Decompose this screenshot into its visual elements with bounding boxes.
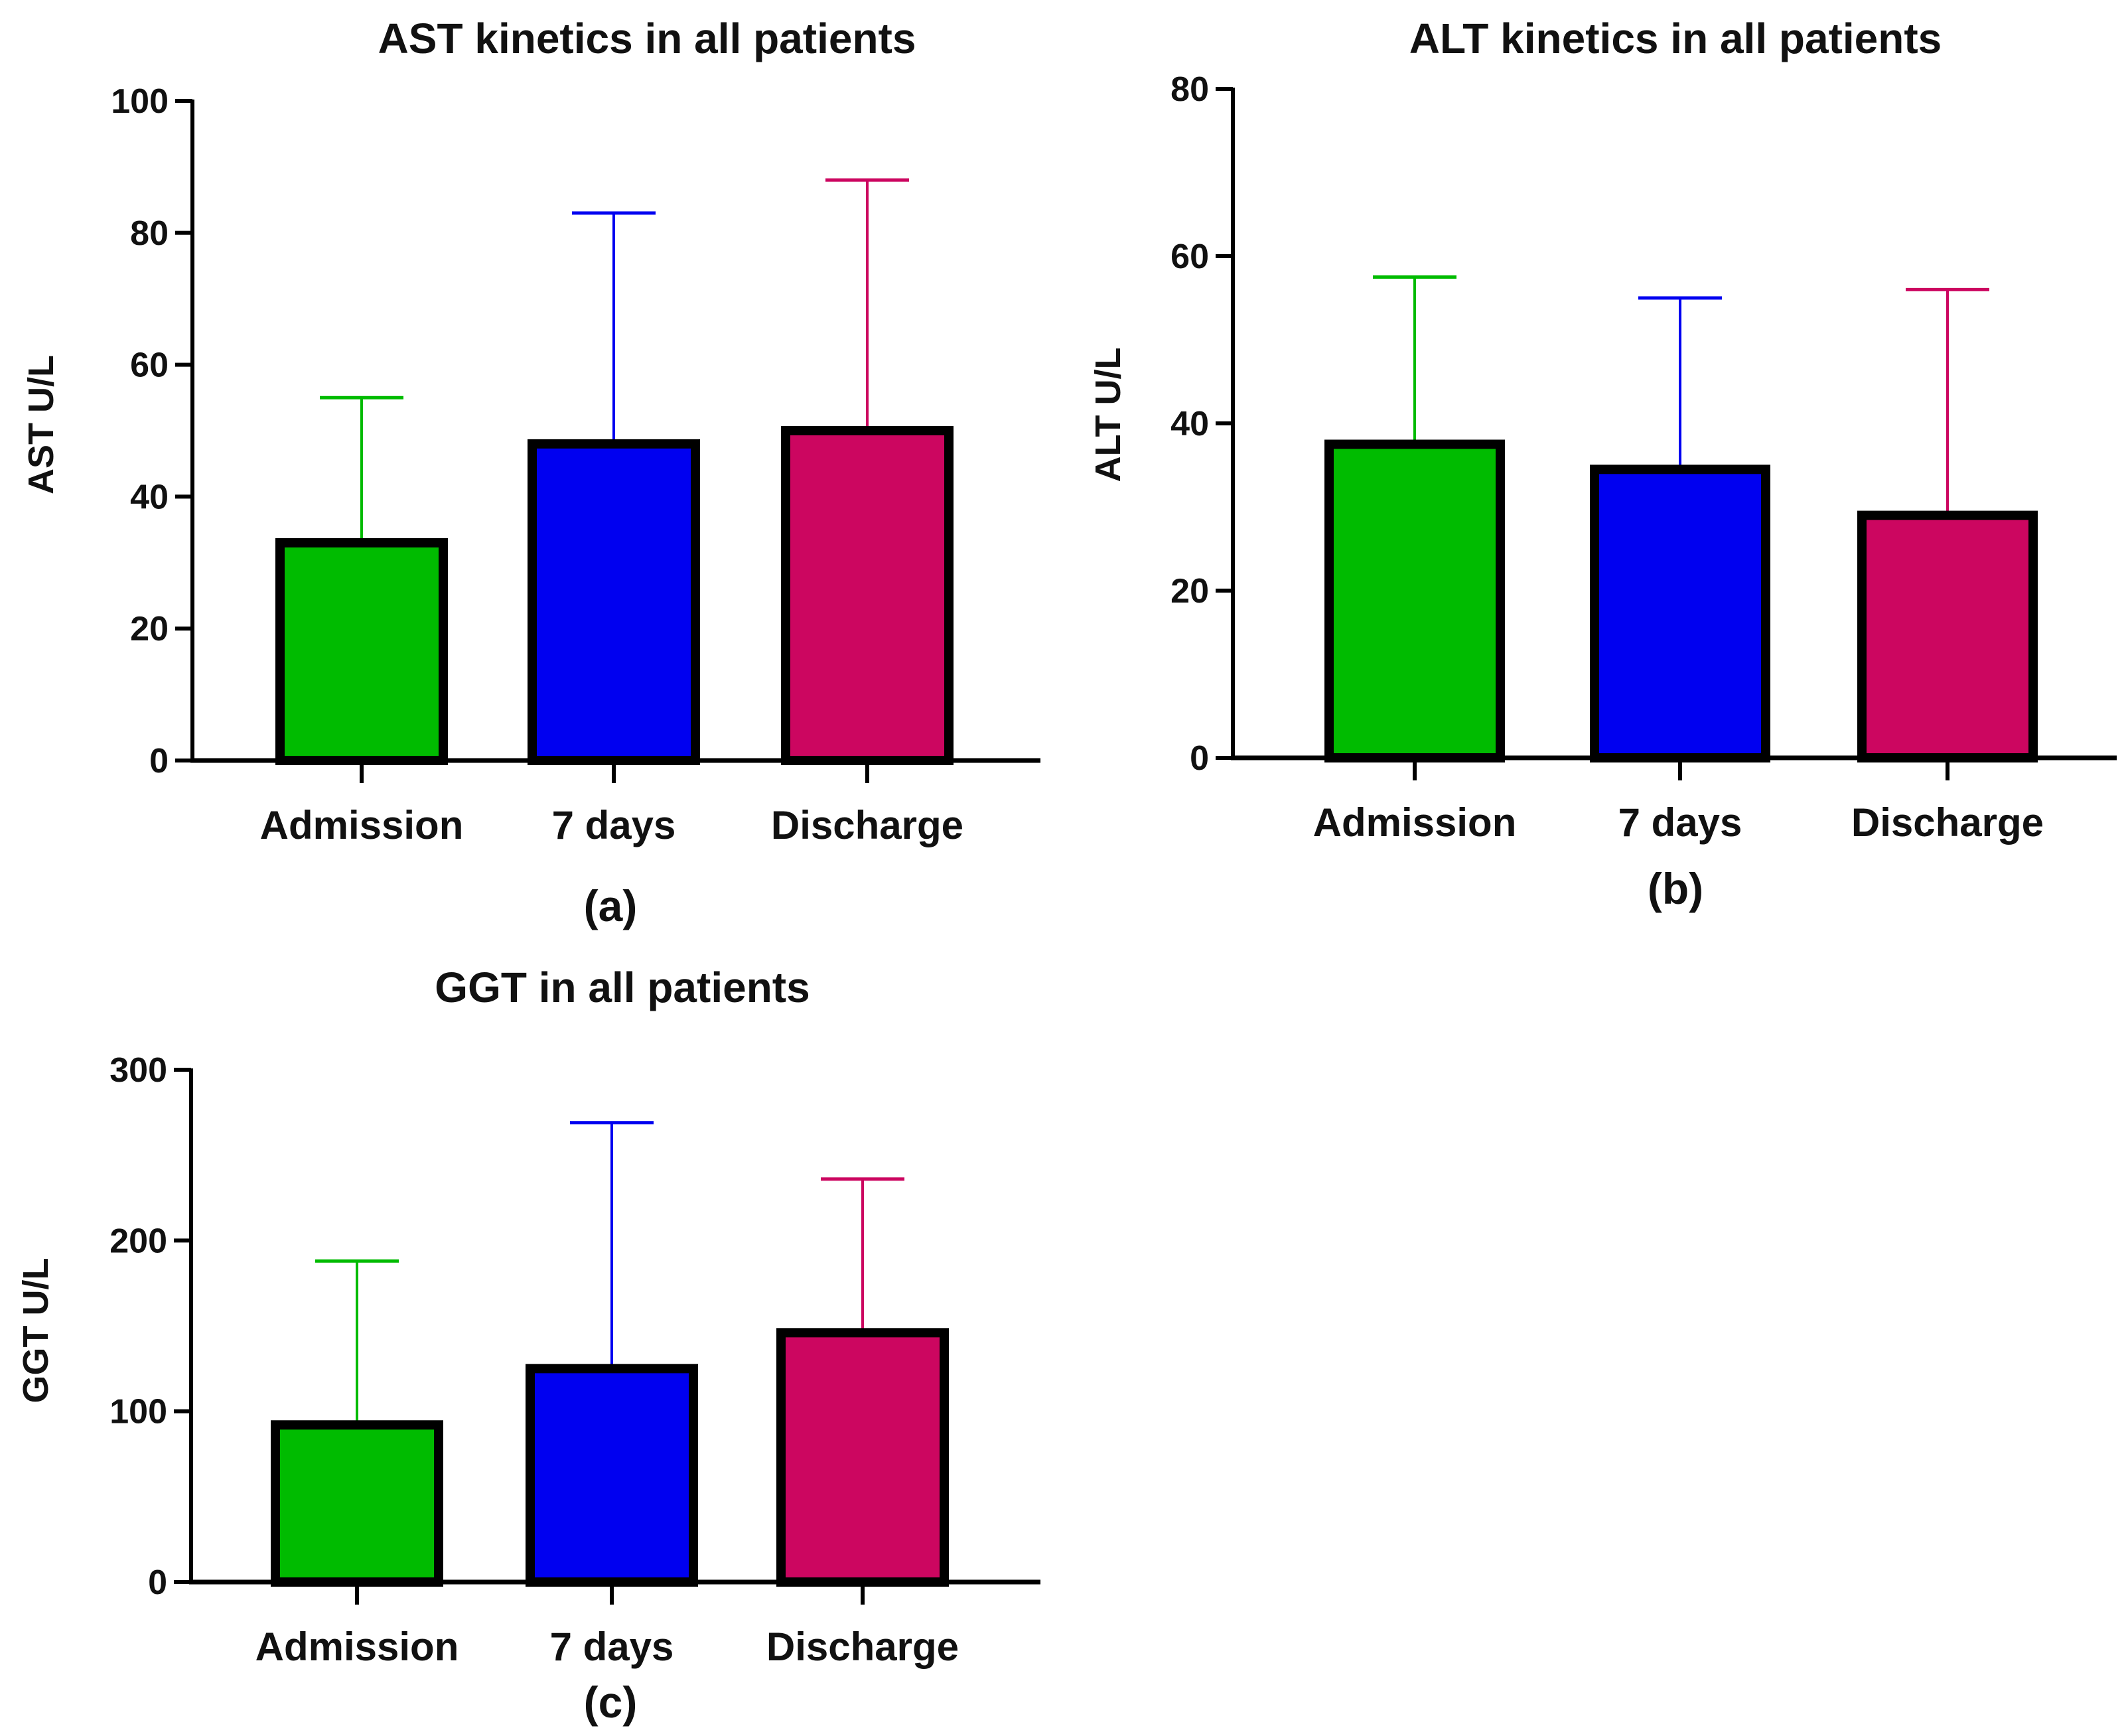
y-tick-label: 200	[109, 1222, 167, 1260]
x-tick-label-7-days: 7 days	[550, 1625, 674, 1669]
y-axis-label: GGT U/L	[16, 1258, 56, 1404]
bar-admission	[271, 1420, 443, 1587]
x-tick-label-discharge: Discharge	[771, 803, 963, 847]
y-axis-label: AST U/L	[21, 355, 61, 494]
y-tick-label: 0	[1190, 739, 1209, 778]
x-tick-label-admission: Admission	[260, 803, 464, 847]
bar-admission	[1324, 439, 1505, 762]
bar-7-days	[528, 439, 700, 765]
x-tick-label-admission: Admission	[255, 1625, 459, 1669]
bar-7-days	[1590, 465, 1770, 762]
bar-7-days	[526, 1364, 698, 1587]
chart-title: AST kinetics in all patients	[378, 15, 916, 62]
y-tick-label: 40	[130, 478, 169, 516]
y-tick-label: 80	[130, 214, 169, 253]
bar-discharge	[1857, 510, 2038, 762]
x-tick-label-discharge: Discharge	[1851, 800, 2044, 845]
y-tick-label: 60	[130, 346, 169, 385]
panel-label: (c)	[584, 1678, 638, 1727]
chart-panel-alt: ALT kinetics in all patients ALT U/L (b)…	[1088, 15, 2117, 913]
x-tick-label-7-days: 7 days	[1618, 800, 1742, 845]
y-tick-label: 40	[1170, 405, 1209, 443]
y-tick-label: 80	[1170, 70, 1209, 109]
y-axis-label: ALT U/L	[1088, 348, 1128, 482]
bar-discharge	[781, 426, 954, 765]
x-tick-label-discharge: Discharge	[766, 1625, 959, 1669]
panel-label: (b)	[1648, 864, 1703, 913]
chart-title: GGT in all patients	[435, 964, 810, 1011]
y-tick-label: 0	[148, 1563, 167, 1602]
y-tick-label: 60	[1170, 238, 1209, 276]
y-tick-label: 100	[109, 1393, 167, 1431]
bar-admission	[275, 538, 448, 765]
panel-label: (a)	[584, 881, 638, 930]
y-tick-label: 0	[149, 742, 169, 780]
bar-discharge	[776, 1328, 949, 1587]
x-tick-label-admission: Admission	[1313, 800, 1517, 845]
y-tick-label: 300	[109, 1051, 167, 1090]
x-tick-label-7-days: 7 days	[552, 803, 676, 847]
y-tick-label: 20	[130, 610, 169, 648]
chart-title: ALT kinetics in all patients	[1409, 15, 1942, 62]
y-tick-label: 20	[1170, 572, 1209, 611]
chart-panel-ggt: GGT in all patients GGT U/L (c) 0 100 200 3…	[16, 964, 1040, 1727]
chart-panel-ast: AST kinetics in all patients AST U/L (a)…	[21, 15, 1040, 930]
y-tick-label: 100	[111, 82, 169, 121]
